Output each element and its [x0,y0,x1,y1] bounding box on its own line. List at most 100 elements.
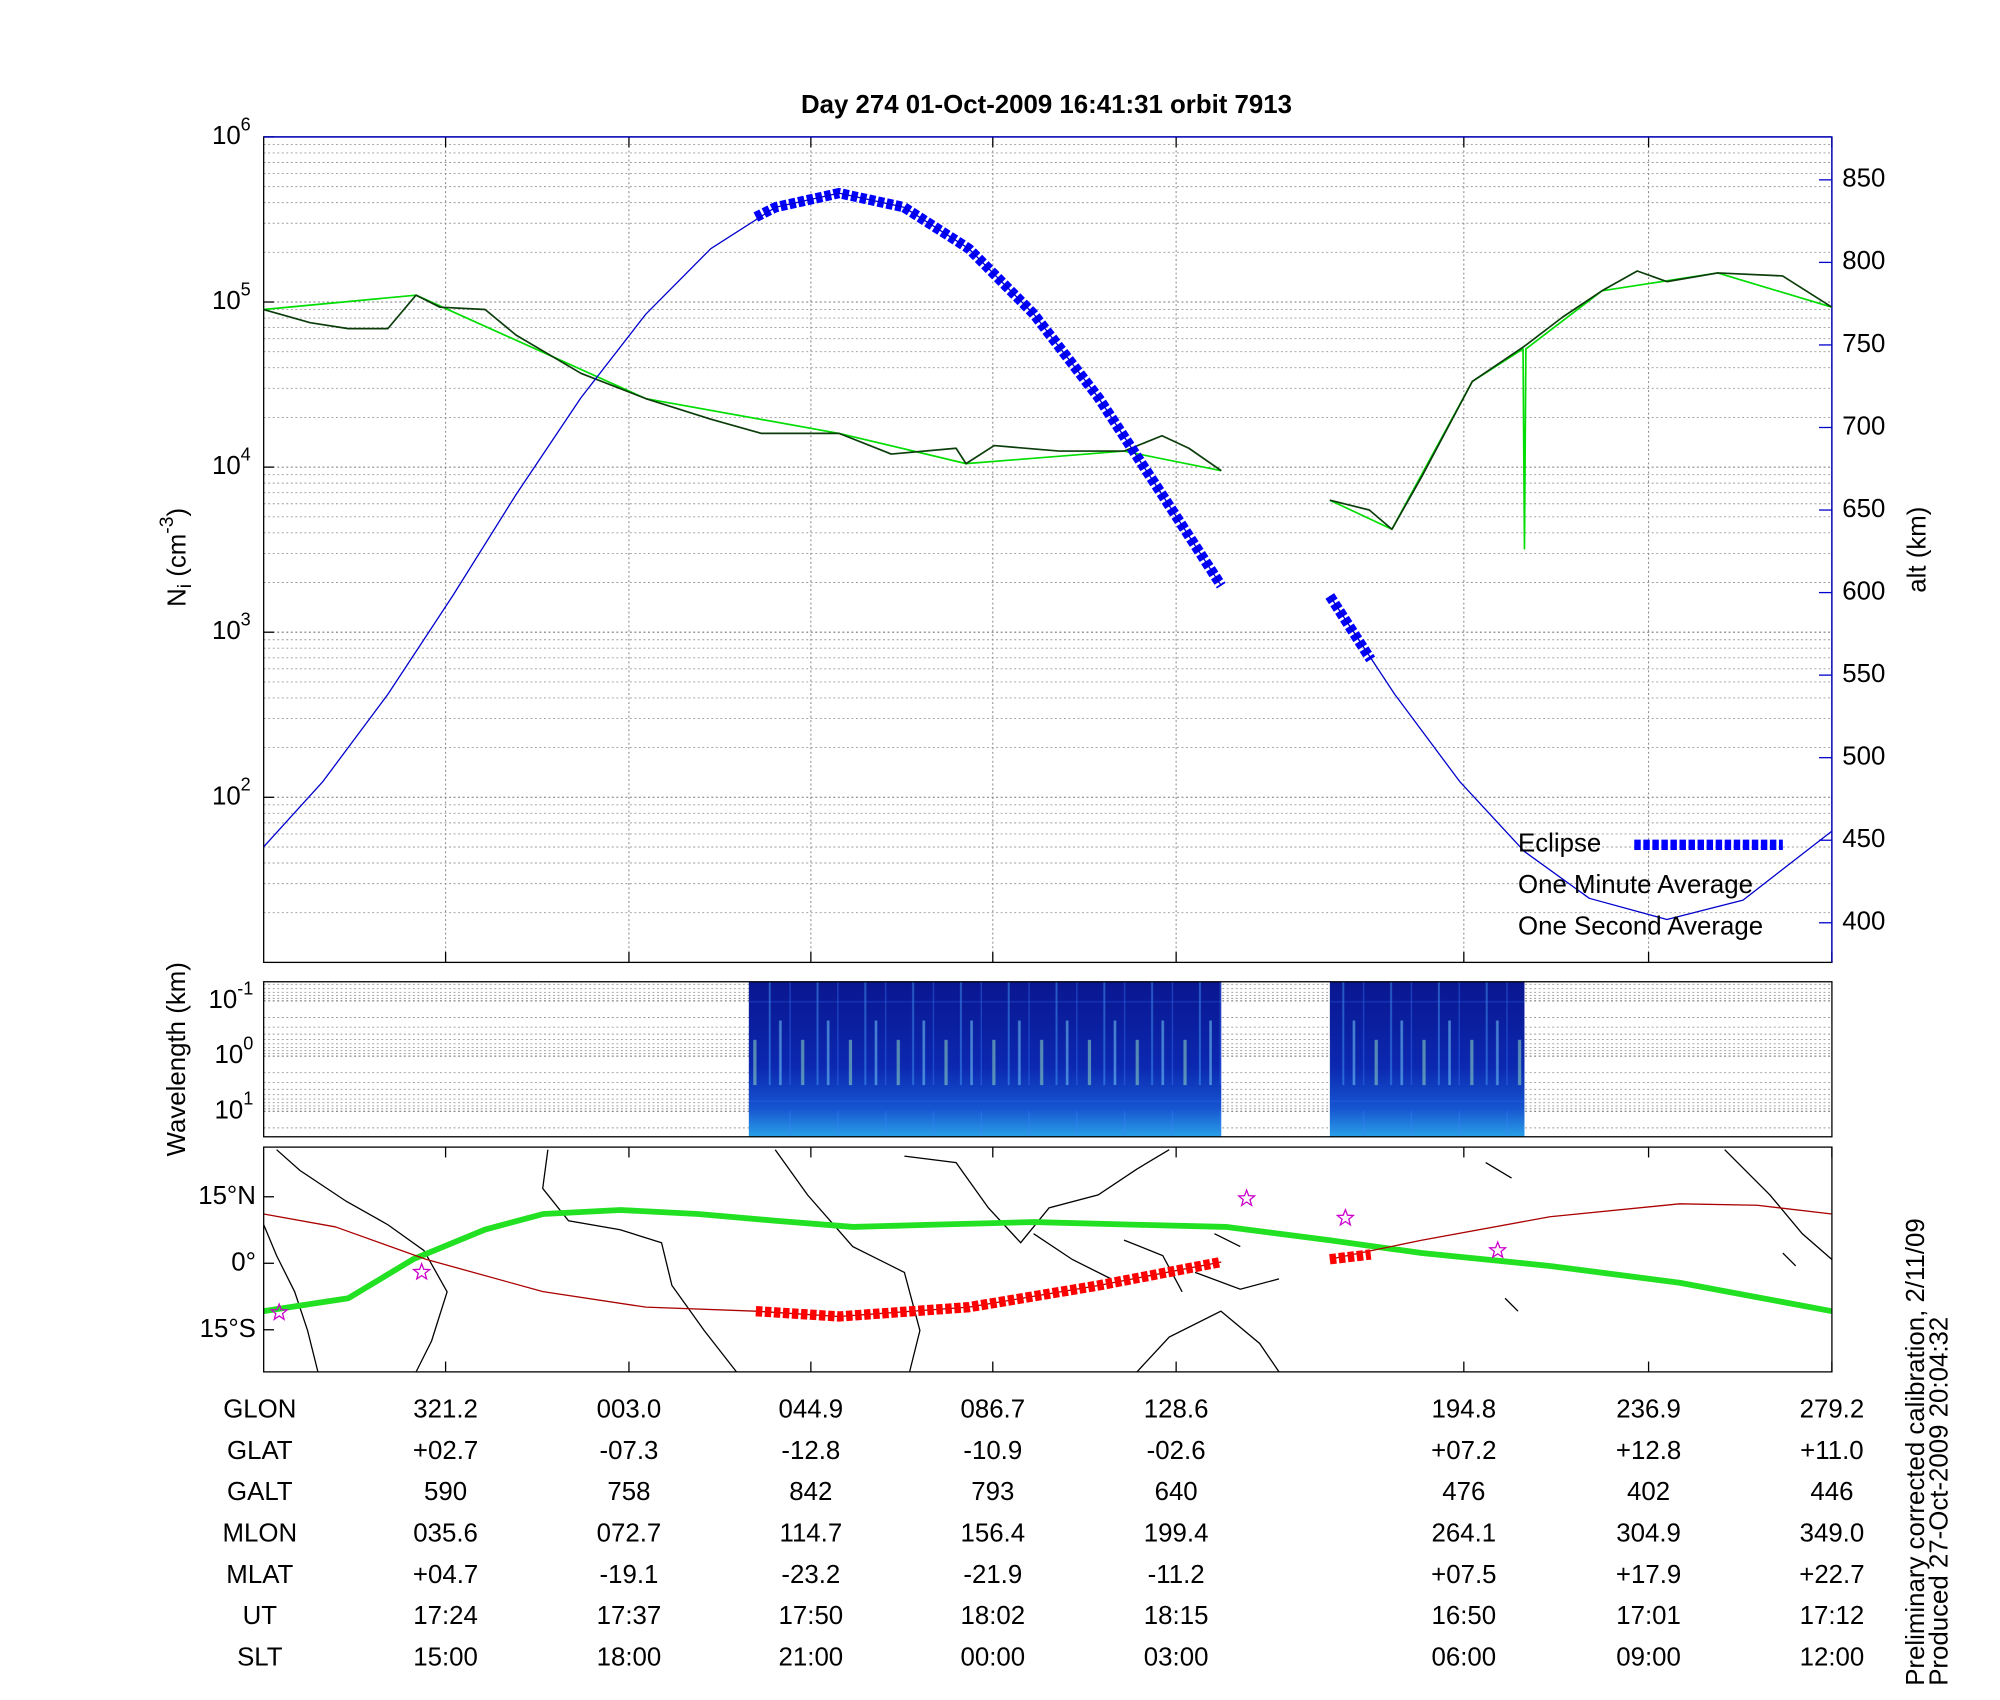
tick-exponent: -1 [237,978,253,998]
table-cell: +17.9 [1616,1561,1681,1589]
tick-exponent: 6 [241,114,251,134]
row-label: UT [243,1602,278,1630]
table-cell: 03:00 [1144,1643,1209,1671]
y-tick-label: 600 [1842,577,1885,605]
y-tick-label: 0° [231,1248,256,1276]
table-cell: -10.9 [963,1437,1022,1465]
tick-exponent: 4 [241,444,251,464]
y-tick-label: 102 [212,774,251,810]
table-cell: -07.3 [600,1437,659,1465]
label-unit: (cm [163,534,191,584]
y-tick-label: 800 [1842,247,1885,275]
data-line [263,272,1833,550]
tick-exponent: 2 [241,774,251,794]
table-cell: +11.0 [1800,1437,1863,1465]
row-label: GLAT [227,1437,293,1465]
table-cell: 758 [607,1478,650,1506]
y-axis-label: Ni (cm-3) [156,508,196,607]
y-tick-label: 106 [212,114,251,150]
table-cell: 640 [1155,1478,1198,1506]
spectrogram-texture [1329,981,1525,1137]
table-cell: 09:00 [1616,1643,1681,1671]
tick-base: 15°N [198,1182,256,1210]
legend-label: One Second Average [1518,912,1763,940]
label-sub: i [174,584,196,588]
table-cell: +07.2 [1431,1437,1496,1465]
tick-base: 10 [212,617,241,645]
tick-base: 10 [209,986,238,1014]
y-tick-label: 400 [1842,908,1885,936]
coastline [276,1149,448,1373]
panel-frame [263,1146,1833,1373]
coastline [774,1149,921,1373]
tick-exponent: 1 [243,1088,253,1108]
table-cell: 044.9 [779,1395,844,1423]
data-line [263,270,1833,531]
table-cell: 21:00 [779,1643,844,1671]
chart-title: Day 274 01-Oct-2009 16:41:31 orbit 7913 [801,91,1292,119]
coastline [1033,1233,1280,1293]
tick-base: 0° [231,1248,256,1276]
table-cell: 072.7 [597,1519,662,1547]
table-cell: 17:37 [597,1602,662,1630]
coastline [904,1149,1170,1244]
data-line [263,1207,1833,1315]
label-base: N [163,588,191,607]
table-cell: +04.7 [413,1561,478,1589]
table-cell: 17:24 [413,1602,478,1630]
table-cell: 17:01 [1616,1602,1681,1630]
table-cell: 12:00 [1800,1643,1865,1671]
table-cell: 035.6 [413,1519,478,1547]
tick-base: 10 [212,287,241,315]
table-cell: 128.6 [1144,1395,1209,1423]
tick-base: 15°S [200,1315,256,1343]
table-cell: 18:02 [960,1602,1025,1630]
star-marker [1335,1207,1356,1227]
y-tick-label: 105 [212,279,251,315]
star-marker [411,1261,432,1281]
legend-label: One Minute Average [1518,871,1753,899]
y-tick-label: 100 [215,1033,254,1069]
y-tick-label: 103 [212,609,251,645]
y-tick-label: 500 [1842,743,1885,771]
y-tick-label: 700 [1842,412,1885,440]
y-tick-label: 101 [215,1088,254,1124]
tick-base: 10 [212,122,241,150]
y-axis-label: Wavelength (km) [163,962,191,1156]
table-cell: +07.5 [1431,1561,1496,1589]
table-cell: 446 [1810,1478,1853,1506]
coastline [1136,1310,1280,1373]
table-cell: 18:15 [1144,1602,1209,1630]
y2-axis-label: alt (km) [1903,507,1931,593]
y-tick-label: 650 [1842,495,1885,523]
table-cell: 086.7 [960,1395,1025,1423]
table-cell: 236.9 [1616,1395,1681,1423]
table-cell: 06:00 [1432,1643,1497,1671]
table-cell: 17:12 [1800,1602,1865,1630]
table-cell: 15:00 [413,1643,478,1671]
footnote: Produced 27-Oct-2009 20:04:32 [1925,1317,1953,1686]
tick-base: 10 [215,1041,244,1069]
tick-base: 10 [215,1096,244,1124]
table-cell: 156.4 [960,1519,1025,1547]
data-line [755,1249,1372,1322]
table-cell: -21.9 [963,1561,1022,1589]
table-cell: 304.9 [1616,1519,1681,1547]
table-cell: 793 [971,1478,1014,1506]
tick-exponent: 0 [243,1033,253,1053]
table-cell: +22.7 [1799,1561,1864,1589]
table-cell: -19.1 [600,1561,659,1589]
data-line [263,192,1833,921]
coastlines [263,1149,1833,1373]
row-label: MLAT [226,1561,293,1589]
table-cell: 321.2 [413,1395,478,1423]
panel-frame [263,981,1833,1138]
table-cell: 18:00 [597,1643,662,1671]
table-cell: 114.7 [780,1519,843,1547]
y-tick-label: 850 [1842,165,1885,193]
y-tick-label: 104 [212,444,251,480]
row-label: GALT [227,1478,293,1506]
table-cell: -11.2 [1148,1561,1205,1589]
table-cell: 349.0 [1800,1519,1865,1547]
